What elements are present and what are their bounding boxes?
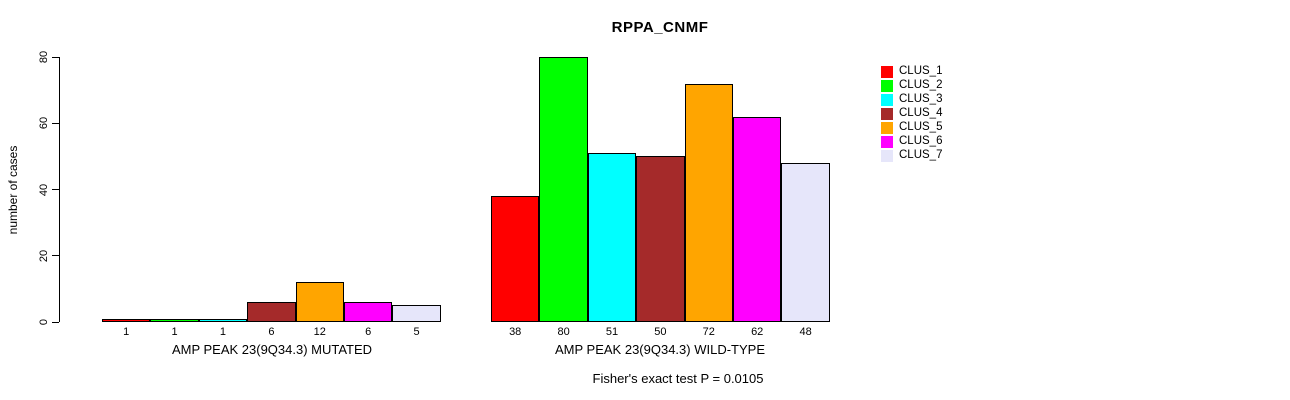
legend-label-clus_3: CLUS_3 bbox=[899, 93, 943, 105]
bar-value-label: 80 bbox=[557, 326, 570, 338]
y-axis-tick bbox=[52, 189, 59, 190]
y-axis-tick-label: 0 bbox=[38, 318, 50, 326]
legend-label-clus_7: CLUS_7 bbox=[899, 149, 943, 161]
legend-swatch-clus_3 bbox=[881, 94, 893, 106]
group-label-mutated: AMP PEAK 23(9Q34.3) MUTATED bbox=[171, 342, 373, 357]
y-axis-tick bbox=[52, 255, 59, 257]
y-axis-tick bbox=[52, 122, 59, 124]
legend-swatch-clus_7 bbox=[881, 150, 893, 162]
bar-clus_1 bbox=[491, 196, 540, 322]
bar-value-label: 72 bbox=[702, 326, 715, 338]
bar-value-label: 1 bbox=[123, 326, 130, 338]
y-axis-tick-label: 40 bbox=[38, 183, 50, 196]
bar-clus_4 bbox=[636, 156, 685, 322]
y-axis-tick-label: 60 bbox=[38, 117, 50, 130]
legend-swatch-clus_5 bbox=[881, 122, 893, 134]
bar-clus_2 bbox=[150, 318, 199, 322]
bar-clus_1 bbox=[102, 318, 151, 322]
bar-value-label: 6 bbox=[365, 326, 372, 338]
bar-value-label: 51 bbox=[605, 326, 619, 338]
legend-swatch-clus_2 bbox=[881, 80, 893, 92]
fisher-test-annotation: Fisher's exact test P = 0.0105 bbox=[592, 371, 764, 386]
bar-clus_2 bbox=[539, 57, 588, 322]
legend-label-clus_2: CLUS_2 bbox=[899, 79, 943, 91]
bar-clus_5 bbox=[684, 83, 733, 322]
bar-clus_7 bbox=[781, 163, 830, 322]
y-axis-tick bbox=[52, 56, 59, 58]
bar-clus_6 bbox=[344, 302, 393, 322]
group-label-wildtype: AMP PEAK 23(9Q34.3) WILD-TYPE bbox=[555, 342, 765, 357]
bar-clus_4 bbox=[247, 302, 296, 322]
legend-swatch-clus_4 bbox=[881, 108, 893, 120]
bar-clus_5 bbox=[295, 282, 344, 323]
legend-swatch-clus_6 bbox=[881, 136, 893, 148]
bar-clus_6 bbox=[733, 116, 782, 322]
bar-value-label: 48 bbox=[799, 326, 812, 338]
bar-value-label: 1 bbox=[171, 326, 178, 338]
chart-title: RPPA_CNMF bbox=[611, 19, 709, 36]
bar-value-label: 12 bbox=[313, 326, 326, 338]
y-axis-tick bbox=[52, 321, 59, 323]
legend-label-clus_1: CLUS_1 bbox=[899, 65, 943, 77]
bar-clus_3 bbox=[198, 318, 248, 322]
bar-value-label: 50 bbox=[654, 326, 667, 338]
y-axis-label: number of cases bbox=[6, 145, 20, 235]
legend-swatch-clus_1 bbox=[881, 66, 893, 78]
bar-value-label: 6 bbox=[268, 326, 275, 338]
legend-label-clus_5: CLUS_5 bbox=[899, 121, 943, 133]
bar-clus_7 bbox=[392, 305, 441, 322]
bar-value-label: 38 bbox=[509, 326, 522, 338]
bar-value-label: 5 bbox=[413, 326, 420, 338]
y-axis-tick-label: 20 bbox=[38, 249, 50, 262]
y-axis-line bbox=[59, 57, 60, 322]
bar-clus_3 bbox=[587, 153, 637, 322]
bar-value-label: 62 bbox=[751, 326, 764, 338]
legend-label-clus_6: CLUS_6 bbox=[899, 135, 943, 147]
y-axis-tick-label: 80 bbox=[38, 50, 50, 64]
legend-label-clus_4: CLUS_4 bbox=[899, 107, 943, 119]
bar-value-label: 1 bbox=[219, 326, 227, 338]
